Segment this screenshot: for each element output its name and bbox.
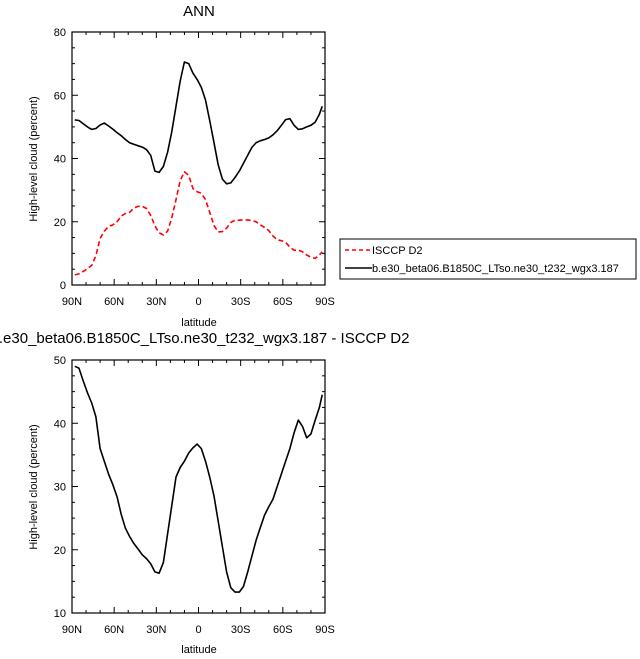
- bottom-y-tick-label: 40: [54, 418, 66, 430]
- bottom-y-tick-label: 50: [54, 355, 66, 367]
- bottom-x-tick-label: 30S: [231, 624, 251, 636]
- bottom-x-axis-label: latitude: [181, 644, 216, 656]
- top-series-line-0: [74, 171, 323, 276]
- top-x-tick-label: 90S: [315, 296, 335, 308]
- bottom-series-line-0: [74, 365, 323, 593]
- bottom-y-tick-label: 20: [54, 545, 66, 557]
- top-y-tick-label: 40: [54, 154, 66, 166]
- bottom-x-tick-label: 90N: [62, 624, 82, 636]
- top-x-tick-label: 30N: [146, 296, 166, 308]
- top-x-tick-label: 90N: [62, 296, 82, 308]
- top-x-tick-label: 60S: [273, 296, 293, 308]
- bottom-y-tick-label: 10: [54, 608, 66, 620]
- bottom-x-tick-label: 0: [195, 624, 201, 636]
- top-y-axis-ticks: 0 20 40 60 80: [54, 27, 325, 292]
- legend-label-model: b.e30_beta06.B1850C_LTso.ne30_t232_wgx3.…: [372, 263, 619, 275]
- top-x-tick-label: 60N: [104, 296, 124, 308]
- bottom-x-tick-label: 30N: [146, 624, 166, 636]
- top-x-axis-label: latitude: [181, 317, 216, 329]
- bottom-x-axis-ticks: 90N 60N 30N 0 30S 60S 90S: [62, 360, 335, 636]
- legend: ISCCP D2 b.e30_beta06.B1850C_LTso.ne30_t…: [339, 238, 637, 280]
- top-plot-lines: [74, 61, 323, 276]
- bottom-title: b.e30_beta06.B1850C_LTso.ne30_t232_wgx3.…: [0, 330, 409, 347]
- bottom-x-tick-label: 90S: [315, 624, 335, 636]
- bottom-y-axis-ticks: 10 20 30 40 50: [54, 355, 325, 620]
- top-plot-frame: [71, 31, 326, 286]
- top-y-tick-label: 20: [54, 217, 66, 229]
- top-y-tick-label: 0: [60, 280, 66, 292]
- legend-frame: [339, 238, 637, 280]
- top-panel: ANN 0 20 40 60 80 90N 60N 30N 0 30S 60S 90S High-l…: [28, 3, 637, 329]
- top-x-tick-label: 30S: [231, 296, 251, 308]
- bottom-panel: b.e30_beta06.B1850C_LTso.ne30_t232_wgx3.…: [0, 330, 409, 656]
- bottom-plot-lines: [74, 365, 323, 593]
- top-y-tick-label: 60: [54, 90, 66, 102]
- top-title: ANN: [183, 3, 215, 20]
- top-x-tick-label: 0: [195, 296, 201, 308]
- bottom-x-tick-label: 60N: [104, 624, 124, 636]
- bottom-y-tick-label: 30: [54, 482, 66, 494]
- bottom-plot-frame: [71, 359, 326, 614]
- top-y-axis-label: High-level cloud (percent): [28, 96, 40, 221]
- top-y-tick-label: 80: [54, 27, 66, 39]
- legend-label-isccp: ISCCP D2: [372, 245, 423, 257]
- bottom-x-tick-label: 60S: [273, 624, 293, 636]
- top-series-line-1: [74, 61, 323, 185]
- bottom-y-axis-label: High-level cloud (percent): [28, 424, 40, 549]
- top-x-axis-ticks: 90N 60N 30N 0 30S 60S 90S: [62, 32, 335, 308]
